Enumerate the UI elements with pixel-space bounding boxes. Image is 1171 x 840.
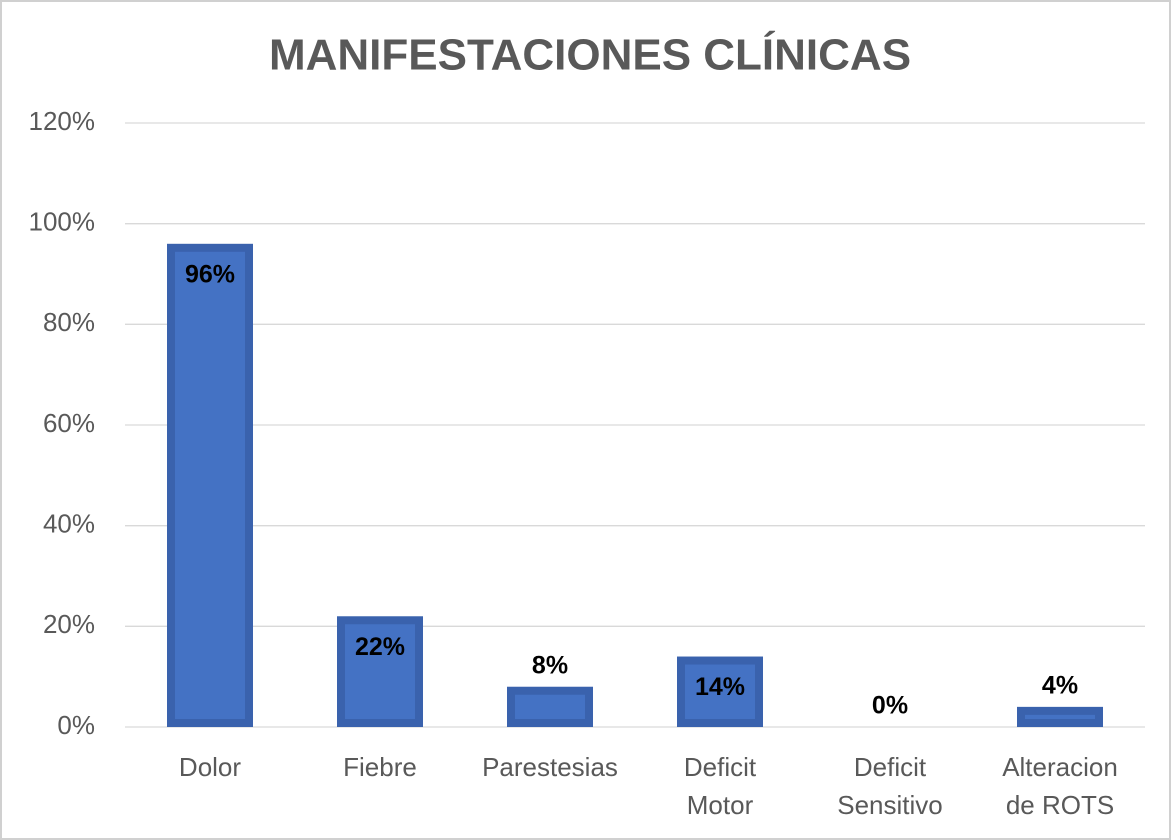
x-tick-label: Deficit Motor: [684, 752, 757, 820]
x-tick-label: Dolor: [179, 752, 241, 782]
bar: [167, 243, 253, 728]
y-tick-label: 0%: [57, 710, 95, 740]
x-tick-label: Parestesias: [482, 752, 618, 782]
x-tick-label: Fiebre: [343, 752, 417, 782]
value-label: 22%: [355, 633, 405, 661]
value-label: 96%: [185, 260, 235, 288]
y-tick-label: 60%: [43, 408, 95, 438]
x-tick-label: Deficit Sensitivo: [837, 752, 943, 820]
bar: [507, 686, 593, 728]
y-tick-label: 20%: [43, 609, 95, 639]
y-tick-label: 80%: [43, 307, 95, 337]
bar: [1017, 706, 1103, 727]
chart-title: MANIFESTACIONES CLÍNICAS: [269, 30, 911, 80]
bar: [337, 616, 423, 727]
y-tick-label: 100%: [29, 207, 96, 237]
x-tick-label: Alteracion de ROTS: [1002, 752, 1118, 820]
value-label: 4%: [1042, 671, 1078, 699]
value-label: 8%: [532, 651, 568, 679]
bar: [677, 656, 763, 727]
y-tick-label: 120%: [29, 106, 96, 136]
value-label: 0%: [872, 692, 908, 720]
y-tick-label: 40%: [43, 509, 95, 539]
value-label: 14%: [695, 673, 745, 701]
